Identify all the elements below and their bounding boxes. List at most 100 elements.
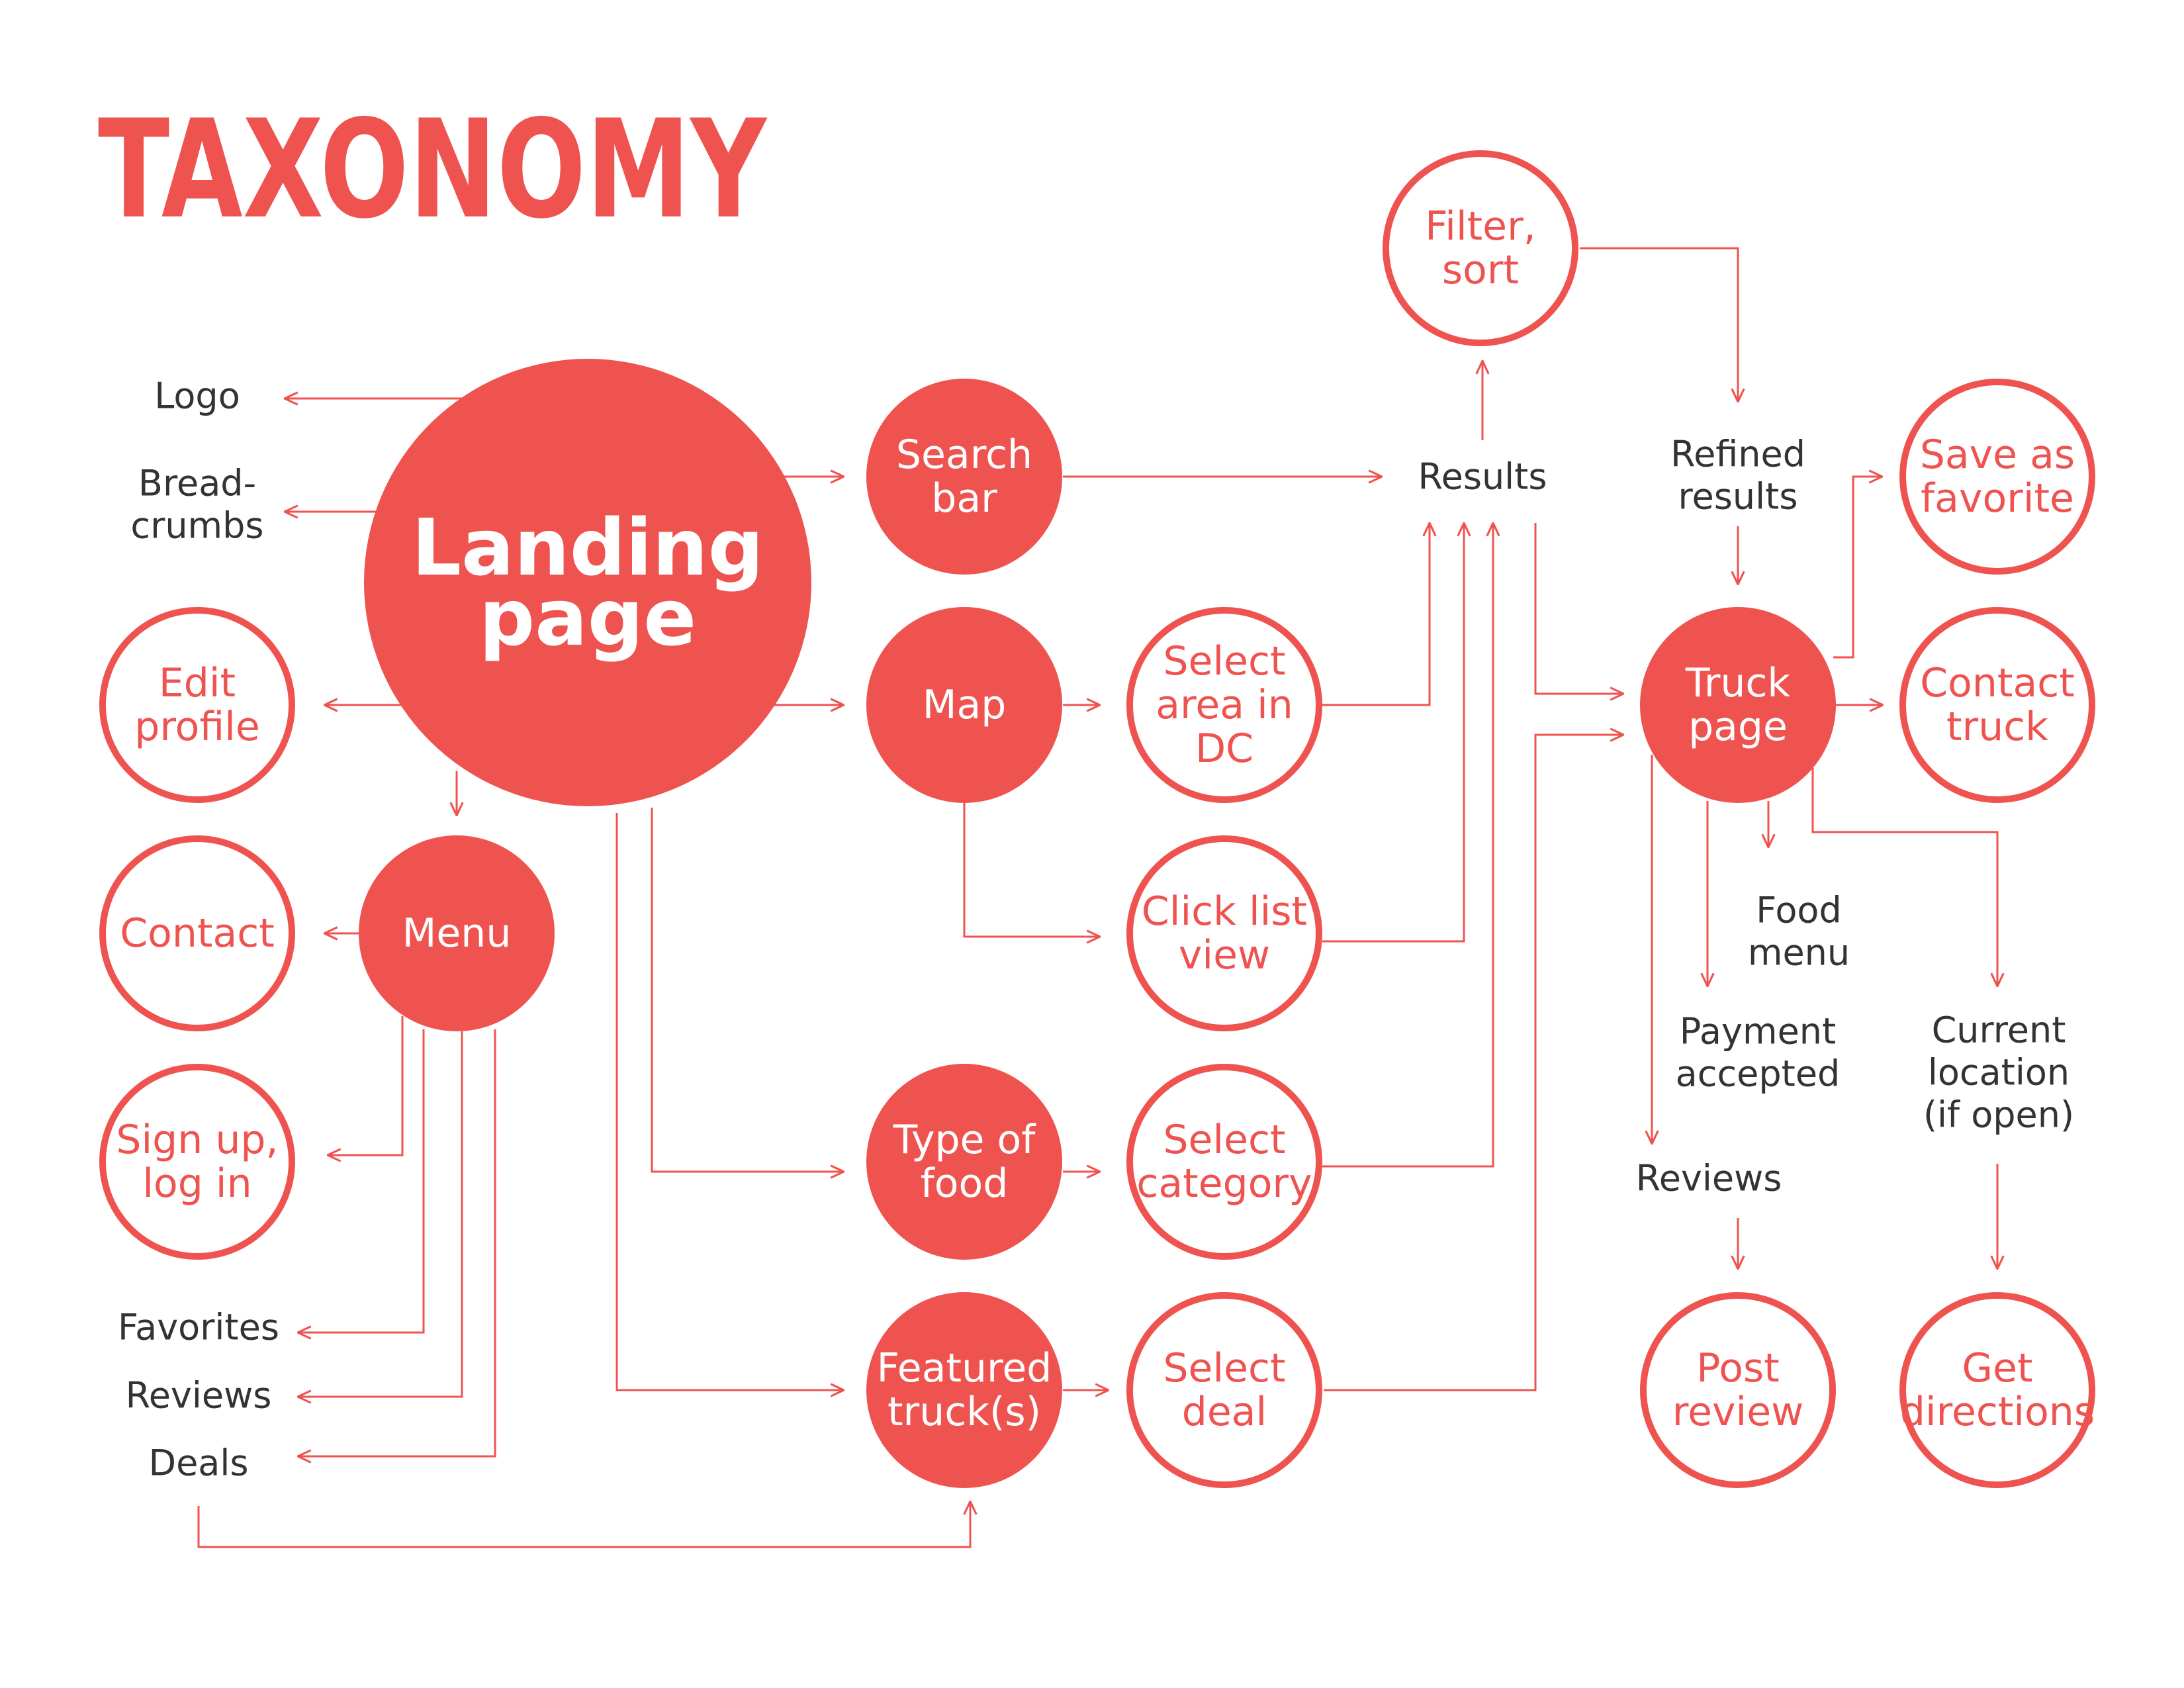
- node-label-typefood-line-0: Type of: [893, 1117, 1037, 1163]
- edge-selectdeal-to-truck: [1324, 735, 1623, 1391]
- node-label-deals-line-0: Deals: [148, 1442, 248, 1484]
- edge-map-to-clicklist: [963, 803, 1100, 937]
- node-circle-search: [866, 379, 1062, 575]
- node-label-search-line-1: bar: [931, 475, 997, 522]
- node-label-favorites-line-0: Favorites: [118, 1307, 279, 1348]
- node-label-refined-line-1: results: [1678, 476, 1798, 518]
- node-label-payment-line-0: Payment: [1680, 1011, 1836, 1053]
- node-circle-selectarea: [1126, 607, 1322, 803]
- node-label-payment-line-1: accepted: [1676, 1053, 1841, 1095]
- node-label-postreview-line-0: Post: [1696, 1345, 1780, 1391]
- node-label-selectarea-line-1: area in: [1156, 682, 1293, 728]
- node-breadcrumbs: Bread-crumbs: [130, 463, 263, 547]
- edge-menu-to-deals: [298, 1029, 496, 1456]
- node-label-foodmenu-line-0: Food: [1756, 890, 1842, 931]
- node-label-landing-line-1: page: [479, 572, 697, 663]
- node-signup: Sign up,log in: [99, 1064, 295, 1260]
- node-label-getdirections-line-1: directions: [1900, 1389, 2095, 1435]
- node-results: Results: [1418, 456, 1547, 498]
- node-label-menu-line-0: Menu: [402, 910, 512, 957]
- edge-menu-to-favorites: [298, 1029, 425, 1333]
- edge-landing-to-featured: [615, 813, 844, 1390]
- node-label-editprofile-line-0: Edit: [159, 660, 236, 706]
- node-label-typefood-line-1: food: [921, 1160, 1009, 1207]
- node-label-clicklist-line-1: view: [1179, 932, 1270, 978]
- node-label-selectdeal-line-0: Select: [1163, 1345, 1285, 1391]
- edge-menu-to-signup: [328, 1016, 404, 1155]
- edge-truck-to-currentloc: [1811, 768, 1997, 986]
- node-label-filter-line-1: sort: [1442, 247, 1519, 293]
- node-label-selectdeal-line-1: deal: [1182, 1389, 1267, 1435]
- node-circle-signup: [99, 1064, 295, 1260]
- node-circle-clicklist: [1126, 835, 1322, 1031]
- node-filter: Filter,sort: [1383, 150, 1578, 346]
- node-label-reviews-truck-line-0: Reviews: [1636, 1158, 1782, 1199]
- node-label-contact-line-0: Contact: [120, 910, 274, 957]
- node-label-results-line-0: Results: [1418, 456, 1547, 498]
- node-circle-selectcat: [1126, 1064, 1322, 1260]
- edge-menu-to-reviews-menu: [298, 1031, 463, 1397]
- node-map: Map: [866, 607, 1062, 803]
- edge-clicklist-to-results: [1322, 523, 1464, 943]
- node-favorites: Favorites: [118, 1307, 279, 1348]
- node-circle-map: [866, 607, 1062, 803]
- node-circle-filter: [1383, 150, 1578, 346]
- node-circle-featured: [866, 1292, 1062, 1488]
- node-label-search-line-0: Search: [896, 432, 1032, 478]
- node-label-selectcat-line-0: Select: [1163, 1117, 1285, 1163]
- node-label-truck-line-0: Truck: [1685, 660, 1791, 706]
- node-label-clicklist-line-0: Click list: [1142, 888, 1307, 935]
- node-circle-typefood: [866, 1064, 1062, 1260]
- edge-truck-to-savefav: [1833, 477, 1882, 659]
- node-label-contacttruck-line-1: truck: [1946, 704, 2048, 750]
- node-label-savefav-line-0: Save as: [1920, 432, 2075, 478]
- node-label-landing-line-0: Landing: [412, 502, 764, 593]
- node-circle-editprofile: [99, 607, 295, 803]
- connector-layer: [197, 247, 1997, 1548]
- node-contact: Contact: [99, 835, 295, 1031]
- edge-landing-to-typefood: [651, 808, 844, 1172]
- edge-selectarea-to-results: [1322, 523, 1430, 706]
- node-label-savefav-line-1: favorite: [1921, 475, 2074, 522]
- node-label-postreview-line-1: review: [1672, 1389, 1803, 1435]
- node-logo: Logo: [154, 375, 240, 417]
- page-title: TAXONOMY: [98, 103, 768, 235]
- node-circle-menu: [359, 835, 555, 1031]
- node-label-featured-line-0: Featured: [877, 1345, 1052, 1391]
- node-label-reviews-menu-line-0: Reviews: [126, 1375, 272, 1417]
- node-label-foodmenu-line-1: menu: [1748, 932, 1850, 974]
- node-label-breadcrumbs-line-0: Bread-: [138, 463, 256, 504]
- node-circle-getdirections: [1899, 1292, 2095, 1488]
- node-deals: Deals: [148, 1442, 248, 1484]
- edge-deals-to-featured: [197, 1501, 970, 1548]
- node-menu: Menu: [359, 835, 555, 1031]
- node-label-signup-line-0: Sign up,: [116, 1117, 278, 1163]
- node-label-contacttruck-line-0: Contact: [1920, 660, 2074, 706]
- node-reviews-menu: Reviews: [126, 1375, 272, 1417]
- node-circle-truck: [1640, 607, 1836, 803]
- page-title-text: TAXONOMY: [98, 103, 768, 235]
- edge-selectcat-to-results: [1322, 523, 1493, 1168]
- edge-filter-to-refined: [1580, 247, 1738, 402]
- node-circle-contact: [99, 835, 295, 1031]
- node-label-getdirections-line-0: Get: [1962, 1345, 2033, 1391]
- node-label-breadcrumbs-line-1: crumbs: [130, 505, 263, 547]
- node-label-currentloc-line-1: location: [1928, 1052, 2070, 1094]
- node-label-selectcat-line-1: category: [1136, 1160, 1312, 1207]
